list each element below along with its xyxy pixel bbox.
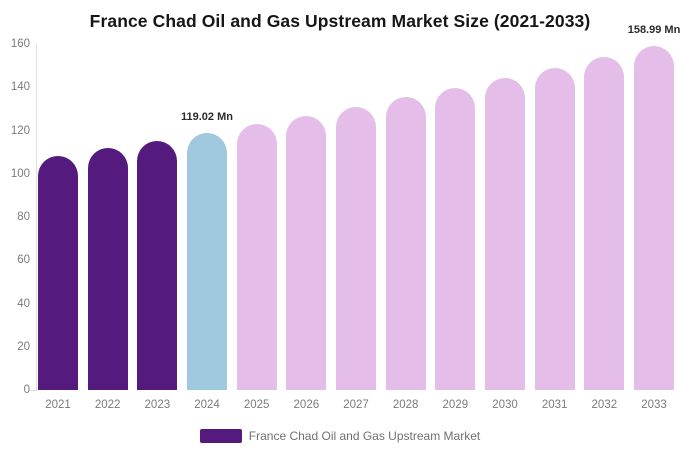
- value-annotation-2033: 158.99 Mn: [627, 24, 680, 37]
- y-axis-label: 120: [10, 124, 30, 137]
- bar-2028[interactable]: [385, 97, 426, 390]
- x-axis-label-2033: 2033: [641, 399, 667, 411]
- bar-2026[interactable]: [286, 115, 327, 390]
- x-axis-label-2026: 2026: [293, 399, 320, 411]
- x-axis-label-2021: 2021: [45, 399, 71, 411]
- x-axis-label-2032: 2032: [591, 399, 618, 411]
- bar-2022[interactable]: [87, 148, 128, 390]
- legend-marker-swatch: [199, 429, 242, 443]
- y-axis-label: 100: [10, 167, 30, 180]
- x-axis-label-2029: 2029: [442, 399, 469, 411]
- y-axis-label: 60: [17, 254, 30, 267]
- bar-2023[interactable]: [137, 140, 178, 390]
- x-axis-label-2031: 2031: [541, 399, 568, 411]
- legend-item[interactable]: France Chad Oil and Gas Upstream Market: [0, 429, 680, 443]
- y-axis-zero-tick: [29, 390, 37, 391]
- x-axis-label-2030: 2030: [492, 399, 518, 411]
- x-axis-label-2027: 2027: [343, 399, 369, 411]
- x-axis-label-2028: 2028: [392, 399, 419, 411]
- bar-2025[interactable]: [236, 124, 277, 390]
- y-axis-label: 0: [23, 384, 30, 396]
- x-axis-label-2024: 2024: [194, 399, 220, 411]
- x-axis-label-2022: 2022: [94, 399, 121, 411]
- x-axis-label-2023: 2023: [144, 399, 171, 411]
- y-axis-label: 140: [10, 81, 30, 94]
- bar-2027[interactable]: [336, 106, 376, 390]
- value-annotation-2024: 119.02 Mn: [181, 110, 233, 123]
- y-axis-label: 40: [17, 297, 30, 310]
- legend-label: France Chad Oil and Gas Upstream Market: [248, 429, 481, 443]
- bar-2030[interactable]: [485, 77, 525, 390]
- chart-title: France Chad Oil and Gas Upstream Market …: [89, 11, 591, 31]
- bar-2032[interactable]: [584, 57, 625, 390]
- y-axis-label: 80: [17, 211, 30, 223]
- x-axis-label-2025: 2025: [243, 399, 270, 411]
- bar-2021[interactable]: [38, 156, 78, 390]
- bar-2029[interactable]: [435, 87, 476, 390]
- bar-2031[interactable]: [534, 67, 575, 390]
- y-axis-line: [36, 44, 37, 391]
- bar-2033[interactable]: [634, 46, 674, 390]
- y-axis-label: 20: [17, 340, 30, 353]
- bar-2024[interactable]: [187, 132, 227, 390]
- y-axis-label: 160: [10, 38, 30, 50]
